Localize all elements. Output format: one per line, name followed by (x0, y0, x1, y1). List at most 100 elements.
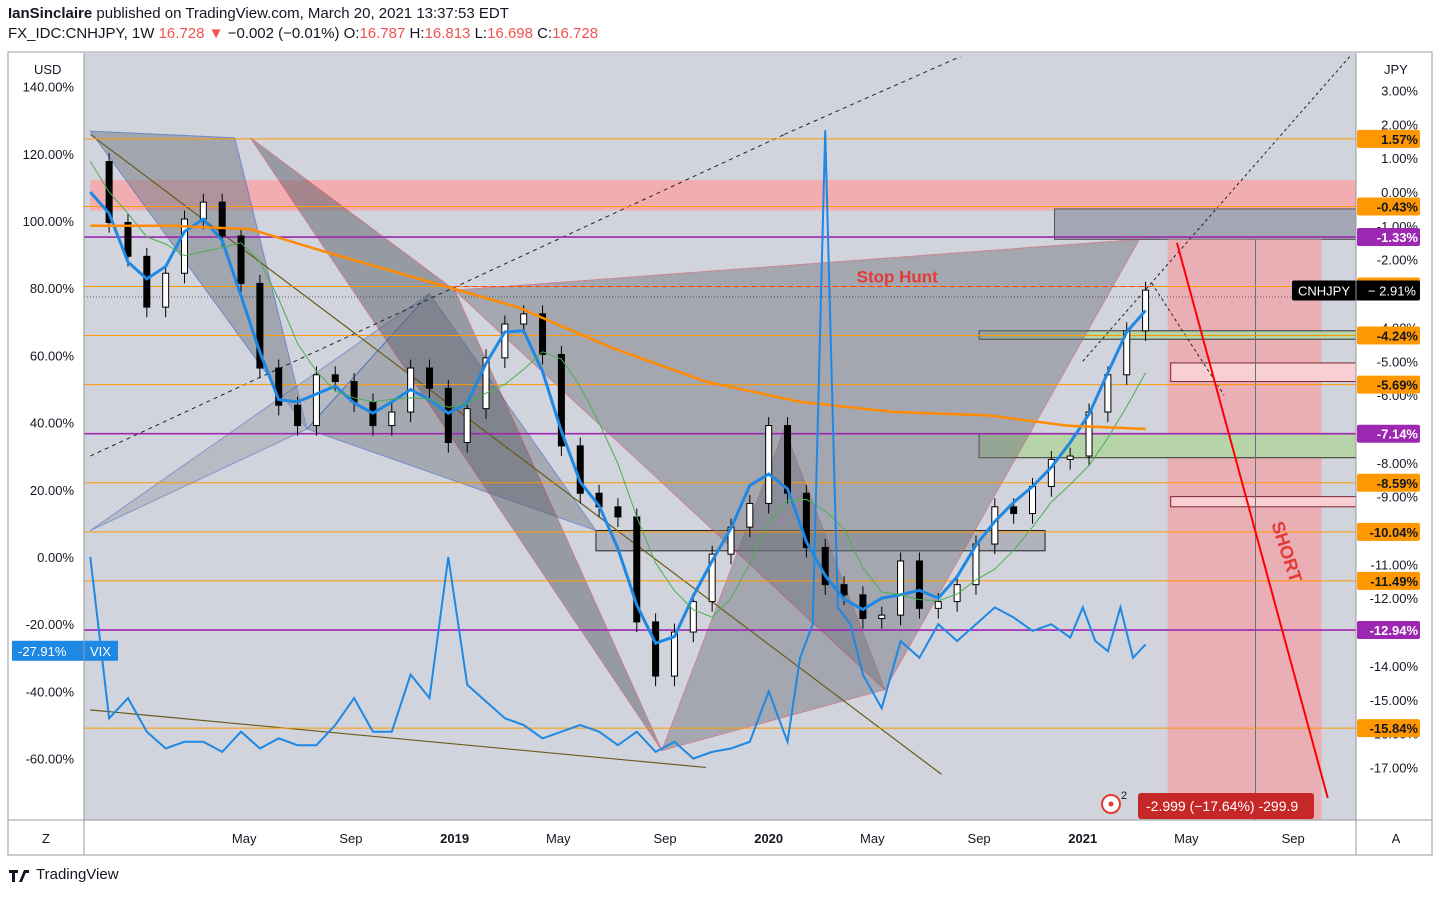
time-tick-label: May (546, 831, 571, 846)
level-badge-text-8: -10.04% (1370, 525, 1419, 540)
symbol-interval[interactable]: FX_IDC:CNHJPY, 1W (8, 25, 155, 42)
candle-body (539, 313, 547, 355)
candle-body (746, 502, 754, 528)
pattern-red-1 (250, 137, 663, 751)
level-badge-0 (1357, 129, 1420, 148)
footer: TradingView (8, 866, 119, 883)
right-tick-label: 1.00% (1381, 151, 1418, 166)
horizontal-levels (84, 138, 1356, 729)
candle-body (1066, 455, 1074, 460)
alert-dot (1108, 801, 1114, 807)
left-tick-label: 140.00% (23, 80, 75, 95)
candles-layer (105, 153, 1150, 687)
published-text: published on TradingView.com, March 20, … (96, 5, 509, 22)
demand-box (595, 530, 1046, 552)
author-name[interactable]: IanSinclaire (8, 5, 93, 22)
candle-body (784, 425, 792, 494)
level-badge-8 (1357, 522, 1420, 541)
candle-body (218, 201, 226, 237)
candle-body (897, 560, 905, 616)
candle-body (614, 506, 622, 518)
left-tick-label: 120.00% (23, 147, 75, 162)
low-value: 16.698 (487, 25, 533, 42)
level-badge-9 (1357, 571, 1420, 590)
order-block-lower (1170, 496, 1357, 508)
time-tick-label: May (232, 831, 257, 846)
left-tick-label: 100.00% (23, 214, 75, 229)
right-tick-label: -9.00% (1377, 490, 1419, 505)
green-box-lower (978, 433, 1357, 459)
level-badge-11 (1357, 719, 1420, 738)
alert-badge: 2 (1121, 790, 1127, 802)
open-label: O: (343, 25, 360, 42)
right-tick-label: -5.00% (1377, 354, 1419, 369)
ma-mid-line (89, 161, 1147, 618)
right-tick-label: 2.00% (1381, 117, 1418, 132)
measure-text: -2.999 (−17.64%) -299.9 (1146, 798, 1298, 814)
right-price-axis[interactable]: JPY3.00%2.00%1.00%0.00%-1.00%-2.00%-3.00… (1292, 62, 1420, 775)
right-tick-label: -2.00% (1377, 253, 1419, 268)
right-tick-label: -15.00% (1370, 693, 1419, 708)
brand-name[interactable]: TradingView (36, 866, 119, 883)
candle-body (444, 387, 452, 443)
high-value: 16.813 (424, 25, 471, 42)
candle-body (501, 323, 509, 359)
candle-body (1029, 485, 1037, 515)
candle-body (878, 614, 886, 620)
time-tick-label: 2020 (754, 831, 783, 846)
time-tick-label: May (1174, 831, 1199, 846)
candle-body (934, 601, 942, 609)
candle-body (840, 584, 848, 596)
candle-body (237, 235, 245, 284)
close-value: 16.728 (552, 25, 599, 42)
left-tick-label: 0.00% (37, 550, 74, 565)
candle-body (689, 601, 697, 633)
high-label: H: (409, 25, 425, 42)
ma-short-line (89, 191, 1147, 646)
left-axis-unit: USD (34, 62, 61, 77)
left-tick-label: 40.00% (30, 416, 75, 431)
candle-body (576, 445, 584, 494)
vix-line (89, 130, 1147, 760)
level-badge-10 (1357, 621, 1420, 640)
trend-dashed-1b (784, 56, 961, 135)
left-price-axis[interactable]: USD 140.00% 120.00% 100.00% 80.00% 60.00% 40.0… (12, 62, 118, 767)
right-tick-label: -8.00% (1377, 456, 1419, 471)
candle-body (482, 357, 490, 410)
candle-body (670, 631, 678, 677)
level-badge-text-9: -11.49% (1370, 574, 1418, 589)
candle-body (331, 374, 339, 383)
right-tick-label: -11.00% (1371, 557, 1419, 572)
candle-body (765, 425, 773, 504)
level-badge-text-5: -5.69% (1377, 378, 1419, 393)
down-arrow-icon: ▼ (208, 25, 224, 42)
left-tick-label: -20.00% (26, 617, 75, 632)
left-tick-label: 20.00% (30, 483, 75, 498)
candle-body (915, 560, 923, 609)
time-axis[interactable]: May Sep 2019 May Sep 2020 May Sep 2021 May Sep Z A (8, 53, 1432, 855)
level-badge-text-4: -4.24% (1377, 329, 1419, 344)
last-price: 16.728 (158, 25, 205, 42)
right-tick-label: -17.00% (1370, 760, 1419, 775)
series-lines (89, 130, 1147, 760)
symbol-badge-name: CNHJPY (1298, 284, 1350, 299)
level-badge-2 (1357, 228, 1420, 247)
right-tick-label: -14.00% (1370, 659, 1419, 674)
vix-axis-badge (12, 640, 118, 661)
level-badge-text-7: -8.59% (1377, 476, 1419, 491)
candle-body (557, 353, 565, 447)
right-axis-unit: JPY (1384, 62, 1408, 77)
level-badge-text-1: -0.43% (1377, 200, 1419, 215)
candle-body (275, 367, 283, 406)
ohlc-legend: FX_IDC:CNHJPY, 1W 16.728 ▼ −0.002 (−0.01… (8, 25, 598, 42)
vix-axis-value: -27.91% (18, 644, 67, 659)
right-tick-label: 0.00% (1381, 185, 1418, 200)
trend-dashed-2 (1082, 56, 1351, 362)
level-badge-6 (1357, 424, 1420, 443)
pattern-red-2 (661, 427, 886, 752)
time-tick-label: 2019 (440, 831, 469, 846)
tradingview-logo-icon[interactable] (8, 867, 32, 883)
candle-body (708, 553, 716, 603)
candle-body (199, 201, 207, 220)
